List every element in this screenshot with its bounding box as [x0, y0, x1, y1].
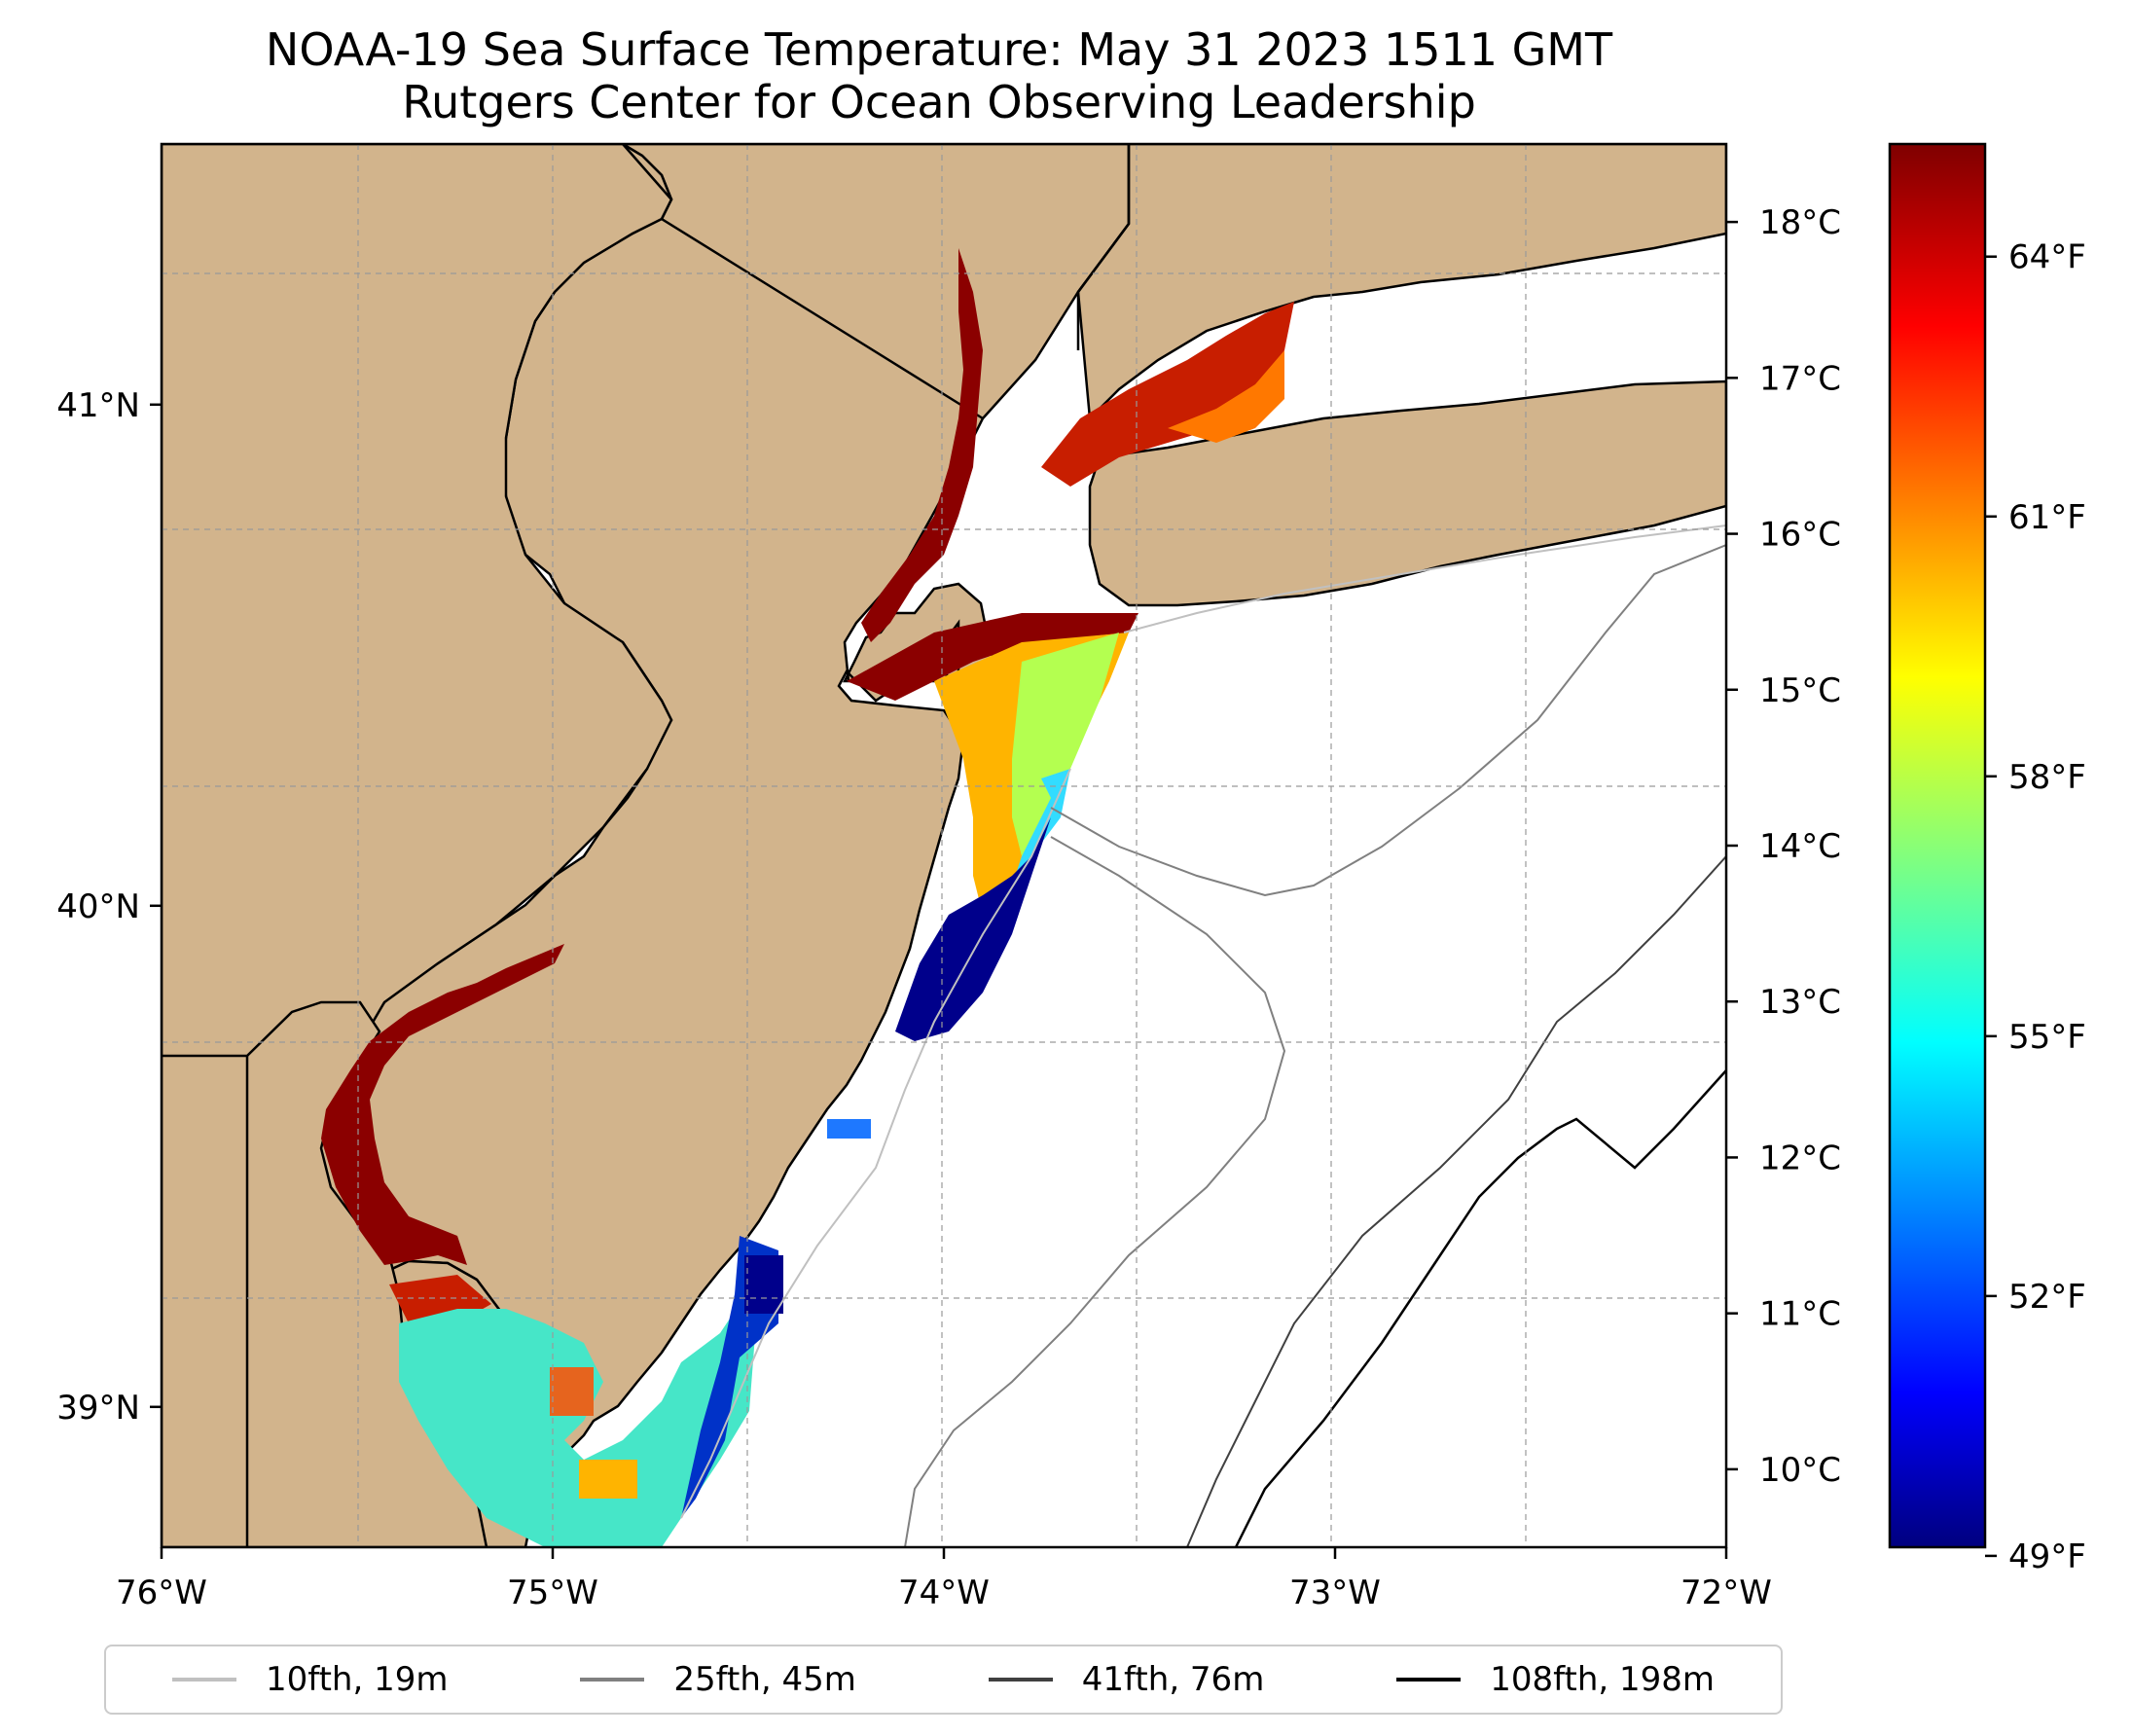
y-tick-label: 41°N: [56, 386, 140, 425]
axis-ticks: 76°W 75°W 74°W 73°W 72°W 39°N 40°N 41°N: [56, 386, 1772, 1612]
celsius-tick-label: 18°C: [1759, 203, 1841, 242]
legend-swatch: [580, 1678, 645, 1682]
celsius-tick-label: 11°C: [1759, 1295, 1841, 1334]
legend-item: 41fth, 76m: [988, 1660, 1265, 1699]
sst-lis-orange: [1168, 350, 1284, 443]
land-mainland: [162, 144, 1131, 1452]
map-subtitle: Rutgers Center for Ocean Observing Leade…: [402, 76, 1476, 128]
sst-ny-bight-apex: [847, 613, 1138, 701]
x-tick-label: 74°W: [898, 1573, 990, 1612]
legend-label: 10fth, 19m: [265, 1660, 449, 1699]
colorbar: [1888, 142, 1987, 1549]
state-border: [1076, 144, 1131, 350]
colorbar-ticks: 10°C 11°C 12°C 13°C 14°C 15°C 16°C 17°C 18°C 49°F…: [1726, 203, 2086, 1576]
x-tick-label: 75°W: [507, 1573, 598, 1612]
celsius-tick-label: 14°C: [1759, 827, 1841, 866]
sst-long-island-sound: [1041, 302, 1294, 487]
legend-label: 108fth, 198m: [1490, 1660, 1715, 1699]
map-title: NOAA-19 Sea Surface Temperature: May 31 …: [265, 23, 1613, 76]
isobath-108fth: [1234, 1069, 1726, 1547]
x-tick-label: 72°W: [1680, 1573, 1772, 1612]
legend-item: 10fth, 19m: [171, 1660, 449, 1699]
x-tick-label: 73°W: [1289, 1573, 1381, 1612]
sst-barnegat-patch: [827, 1119, 871, 1139]
legend: 10fth, 19m 25fth, 45m 41fth, 76m 108fth,…: [104, 1645, 1783, 1715]
isobath-41fth: [1186, 855, 1726, 1547]
fahrenheit-tick-label: 58°F: [2008, 758, 2086, 797]
sst-cape-may-dark: [744, 1255, 783, 1314]
sst-bay-warm-patch: [550, 1367, 594, 1416]
x-tick-label: 76°W: [116, 1573, 207, 1612]
celsius-tick-label: 13°C: [1759, 983, 1841, 1022]
sst-data: [321, 248, 1294, 1547]
legend-swatch: [1396, 1678, 1462, 1682]
legend-swatch: [988, 1678, 1053, 1682]
land-new-england: [1076, 144, 1726, 421]
isobath-10fth: [680, 524, 1726, 1519]
fahrenheit-tick-label: 64°F: [2008, 238, 2086, 277]
sst-ny-bight-green: [1012, 633, 1119, 856]
celsius-tick-label: 16°C: [1759, 516, 1841, 555]
fahrenheit-tick-label: 61°F: [2008, 498, 2086, 537]
state-border: [622, 144, 984, 420]
celsius-tick-label: 12°C: [1759, 1139, 1841, 1177]
sst-delaware-river: [321, 944, 564, 1265]
celsius-tick-label: 17°C: [1759, 359, 1841, 398]
celsius-tick-label: 15°C: [1759, 671, 1841, 710]
sst-central-jersey-shelf: [895, 817, 1051, 1041]
plot-area: [162, 144, 1726, 1547]
fahrenheit-tick-label: 52°F: [2008, 1278, 2086, 1317]
legend-item: 108fth, 198m: [1396, 1660, 1715, 1699]
fahrenheit-tick-label: 55°F: [2008, 1018, 2086, 1057]
y-tick-label: 40°N: [56, 887, 140, 926]
sst-hudson-river: [861, 248, 983, 642]
legend-label: 41fth, 76m: [1081, 1660, 1265, 1699]
legend-item: 25fth, 45m: [580, 1660, 856, 1699]
gridlines: [162, 144, 1726, 1547]
isobath-25fth: [904, 544, 1726, 1547]
sst-bay-yellow-patch: [579, 1460, 637, 1499]
isobaths: [680, 524, 1726, 1547]
y-tick-label: 39°N: [56, 1389, 140, 1428]
celsius-tick-label: 10°C: [1759, 1451, 1841, 1490]
land-long-island: [1088, 380, 1726, 607]
fahrenheit-tick-label: 49°F: [2008, 1537, 2086, 1576]
legend-swatch: [171, 1678, 236, 1682]
legend-label: 25fth, 45m: [673, 1660, 856, 1699]
